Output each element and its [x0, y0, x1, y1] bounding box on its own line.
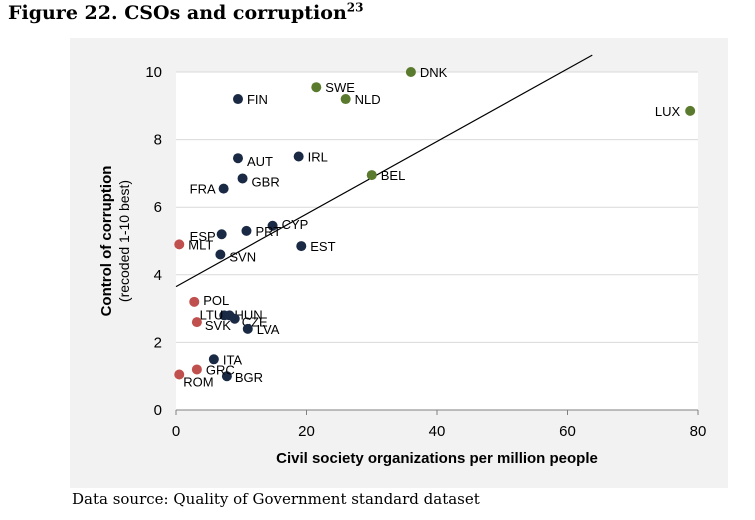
- point-label-est: EST: [310, 239, 335, 254]
- figure-title: Figure 22. CSOs and corruption23: [8, 2, 363, 24]
- point-fin: [232, 94, 243, 105]
- point-fra: [218, 183, 229, 194]
- point-swe: [311, 82, 322, 93]
- x-tick-label-60: 60: [559, 423, 576, 440]
- point-grc: [191, 364, 202, 375]
- point-label-bgr: BGR: [235, 370, 263, 385]
- point-pol: [189, 296, 200, 307]
- figure-title-footnote: 23: [346, 0, 364, 15]
- point-lux: [685, 105, 696, 116]
- point-label-hun: HUN: [235, 307, 263, 322]
- point-dnk: [405, 67, 416, 77]
- point-label-gbr: GBR: [252, 174, 280, 189]
- point-svn: [215, 249, 226, 260]
- point-label-rom: ROM: [183, 375, 213, 390]
- y-tick-label-10: 10: [145, 64, 162, 81]
- point-label-nld: NLD: [355, 92, 381, 107]
- point-label-ltu: LTU: [200, 307, 224, 322]
- y-tick-label-4: 4: [154, 267, 162, 284]
- point-label-lux: LUX: [655, 104, 681, 119]
- point-nld: [340, 94, 351, 105]
- trend-line: [175, 54, 593, 288]
- y-axis-sublabel: (recoded 1-10 best): [116, 180, 132, 302]
- x-tick-label-80: 80: [690, 423, 707, 440]
- point-label-aut: AUT: [247, 154, 273, 169]
- x-tick-label-40: 40: [429, 423, 446, 440]
- figure-title-text: Figure 22. CSOs and corruption: [8, 2, 347, 24]
- point-label-lva: LVA: [257, 322, 280, 337]
- x-tick-label-0: 0: [172, 423, 180, 440]
- point-svk: [191, 317, 202, 328]
- chart-panel: 0 20 40 60 80 0 2 4 6 8 10 DNK SWE NLD LUX BEL FIN AUT I…: [70, 38, 728, 488]
- gridlines: [176, 71, 698, 343]
- point-label-dnk: DNK: [420, 65, 448, 80]
- point-label-fra: FRA: [190, 182, 216, 197]
- point-gbr: [237, 173, 248, 184]
- point-label-irl: IRL: [308, 150, 328, 165]
- point-label-cyp: CYP: [282, 217, 309, 232]
- point-label-fin: FIN: [247, 92, 268, 107]
- point-bgr: [221, 371, 232, 382]
- x-axis-label: Civil society organizations per million …: [276, 450, 598, 467]
- point-esp: [216, 229, 227, 240]
- y-tick-label-2: 2: [154, 334, 162, 351]
- point-cyp: [267, 220, 278, 231]
- point-aut: [232, 153, 243, 164]
- point-label-pol: POL: [203, 293, 229, 308]
- point-label-esp: ESP: [190, 229, 216, 244]
- point-label-mlt: MLT: [188, 237, 213, 252]
- point-cze: [229, 313, 240, 324]
- plot-area: [176, 72, 698, 410]
- point-label-svn: SVN: [229, 250, 256, 265]
- data-source-note: Data source: Quality of Government stand…: [72, 490, 480, 508]
- point-label-grc: GRC: [206, 362, 235, 377]
- x-axis-ticks: 0 20 40 60 80: [172, 410, 707, 440]
- point-label-svk: SVK: [205, 318, 231, 333]
- point-irl: [293, 151, 304, 162]
- x-tick-label-20: 20: [298, 423, 315, 440]
- point-label-ita: ITA: [223, 352, 243, 367]
- point-mlt: [174, 239, 185, 250]
- point-bel: [366, 170, 377, 181]
- point-lva: [242, 323, 253, 334]
- point-label-prt: PRT: [255, 224, 281, 239]
- y-axis-ticks: 0 2 4 6 8 10: [145, 64, 162, 419]
- point-label-swe: SWE: [325, 80, 355, 95]
- point-prt: [241, 225, 252, 236]
- point-rom: [174, 369, 185, 380]
- y-axis-label: Control of corruption: [98, 166, 115, 317]
- y-tick-label-6: 6: [154, 199, 162, 216]
- y-tick-label-0: 0: [154, 402, 162, 419]
- point-ltu: [219, 310, 230, 321]
- y-tick-label-8: 8: [154, 132, 162, 149]
- point-est: [296, 241, 307, 252]
- point-ita: [208, 354, 219, 365]
- point-label-bel: BEL: [381, 168, 406, 183]
